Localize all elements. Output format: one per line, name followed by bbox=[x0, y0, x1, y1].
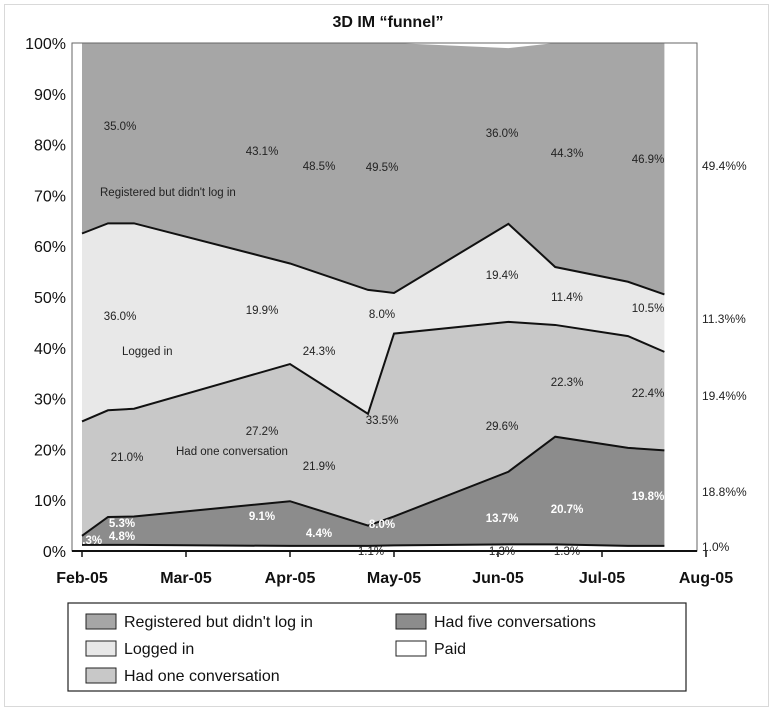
legend: Registered but didn't log in Had five co… bbox=[67, 602, 687, 692]
boundary-line bbox=[81, 320, 665, 423]
right-value-label: 1.0% bbox=[702, 540, 730, 554]
area-value-label: 20.7% bbox=[551, 504, 584, 516]
legend-label-registered: Registered but didn't log in bbox=[124, 614, 313, 631]
area-value-label: 36.0% bbox=[486, 128, 519, 140]
area-value-label: 35.0% bbox=[104, 121, 137, 133]
y-tick-label: 90% bbox=[34, 87, 66, 104]
y-tick-label: 20% bbox=[34, 442, 66, 459]
y-tick-label: 30% bbox=[34, 392, 66, 409]
area-value-label: 33.5% bbox=[366, 415, 399, 427]
area-value-label: 19.8% bbox=[632, 491, 665, 503]
area-value-label: 49.5% bbox=[366, 162, 399, 174]
legend-swatch-paid bbox=[395, 640, 427, 657]
series-annotation: Registered but didn't log in bbox=[100, 187, 236, 199]
area-value-label: 13.7% bbox=[486, 513, 519, 525]
x-tick-label: Feb-05 bbox=[56, 570, 108, 587]
chart-title: 3D IM “funnel” bbox=[332, 14, 443, 31]
legend-label-five: Had five conversations bbox=[434, 614, 596, 631]
area-value-label: 46.9% bbox=[632, 154, 665, 166]
x-tick-label: Jul-05 bbox=[579, 570, 625, 587]
series-annotation: Logged in bbox=[122, 346, 173, 358]
area-value-label: 44.3% bbox=[551, 148, 584, 160]
area-value-label: 29.6% bbox=[486, 421, 519, 433]
data-labels: 35.0% 43.1% 48.5% 49.5% 36.0% 44.3% 46.9% 36.0%… bbox=[76, 121, 664, 558]
right-value-label: 49.4%% bbox=[702, 159, 747, 173]
x-tick-label: Mar-05 bbox=[160, 570, 212, 587]
y-tick-label: 60% bbox=[34, 239, 66, 256]
area-value-label: 21.9% bbox=[303, 461, 336, 473]
area-value-label: 27.2% bbox=[246, 426, 279, 438]
x-tick-label: Jun-05 bbox=[472, 570, 524, 587]
legend-swatch-one bbox=[85, 667, 117, 684]
legend-label-paid: Paid bbox=[434, 641, 466, 658]
area-value-label: 21.0% bbox=[111, 452, 144, 464]
y-axis: 0% 10% 20% 30% 40% 50% 60% 70% 80% 90% 100% bbox=[25, 36, 66, 561]
area-value-label: 11.4% bbox=[551, 292, 583, 304]
x-tick-label: May-05 bbox=[367, 570, 421, 587]
area-registered bbox=[82, 43, 665, 295]
area-value-label: 24.3% bbox=[303, 346, 336, 358]
area-value-label: 19.4% bbox=[486, 270, 519, 282]
area-value-label: 1.3% bbox=[554, 546, 580, 558]
area-value-label: 43.1% bbox=[246, 146, 279, 158]
area-value-label: 22.3% bbox=[551, 377, 584, 389]
area-value-label: 4.4% bbox=[306, 528, 332, 540]
right-labels: 49.4%% 11.3%% 19.4%% 18.8%% 1.0% bbox=[702, 159, 747, 554]
series-annotations: Registered but didn't log in Logged in Had… bbox=[100, 187, 288, 458]
right-value-label: 11.3%% bbox=[702, 312, 746, 326]
y-tick-label: 0% bbox=[43, 544, 66, 561]
legend-label-one: Had one conversation bbox=[124, 668, 280, 685]
boundary-line bbox=[81, 222, 665, 296]
area-value-label: 1.1% bbox=[358, 546, 384, 558]
area-one bbox=[82, 321, 665, 536]
y-tick-label: 70% bbox=[34, 188, 66, 205]
area-value-label: 9.1% bbox=[249, 511, 275, 523]
area-value-label: 8.0% bbox=[369, 519, 395, 531]
area-value-label: 5.3% bbox=[109, 518, 135, 530]
area-value-label: 19.9% bbox=[246, 305, 279, 317]
chart-frame bbox=[4, 4, 769, 707]
right-value-label: 18.8%% bbox=[702, 485, 747, 499]
y-tick-label: 80% bbox=[34, 138, 66, 155]
legend-box bbox=[67, 602, 687, 692]
x-axis: Feb-05 Mar-05 Apr-05 May-05 Jun-05 Jul-05 Aug-… bbox=[56, 551, 733, 587]
x-tick-label: Aug-05 bbox=[679, 570, 733, 587]
area-logged bbox=[82, 223, 665, 422]
legend-swatch-logged bbox=[85, 640, 117, 657]
area-value-label: 4.8% bbox=[109, 531, 135, 543]
area-value-label: 1.3% bbox=[489, 546, 515, 558]
area-value-label: 2.3% bbox=[76, 535, 102, 547]
boundary-line bbox=[82, 543, 665, 547]
area-value-label: 36.0% bbox=[104, 311, 137, 323]
y-tick-label: 100% bbox=[25, 36, 66, 53]
area-value-label: 10.5% bbox=[632, 303, 665, 315]
y-tick-label: 40% bbox=[34, 341, 66, 358]
legend-swatch-registered bbox=[85, 613, 117, 630]
area-value-label: 48.5% bbox=[303, 161, 336, 173]
area-value-label: 8.0% bbox=[369, 309, 395, 321]
series-annotation: Had one conversation bbox=[176, 446, 288, 458]
y-tick-label: 50% bbox=[34, 290, 66, 307]
right-value-label: 19.4%% bbox=[702, 389, 747, 403]
boundary-lines bbox=[71, 42, 698, 552]
boundary-line bbox=[81, 435, 665, 537]
area-value-label: 22.4% bbox=[632, 388, 665, 400]
legend-swatch-five bbox=[395, 613, 427, 630]
legend-label-logged: Logged in bbox=[124, 641, 194, 658]
x-tick-label: Apr-05 bbox=[265, 570, 316, 587]
y-tick-label: 10% bbox=[34, 493, 66, 510]
